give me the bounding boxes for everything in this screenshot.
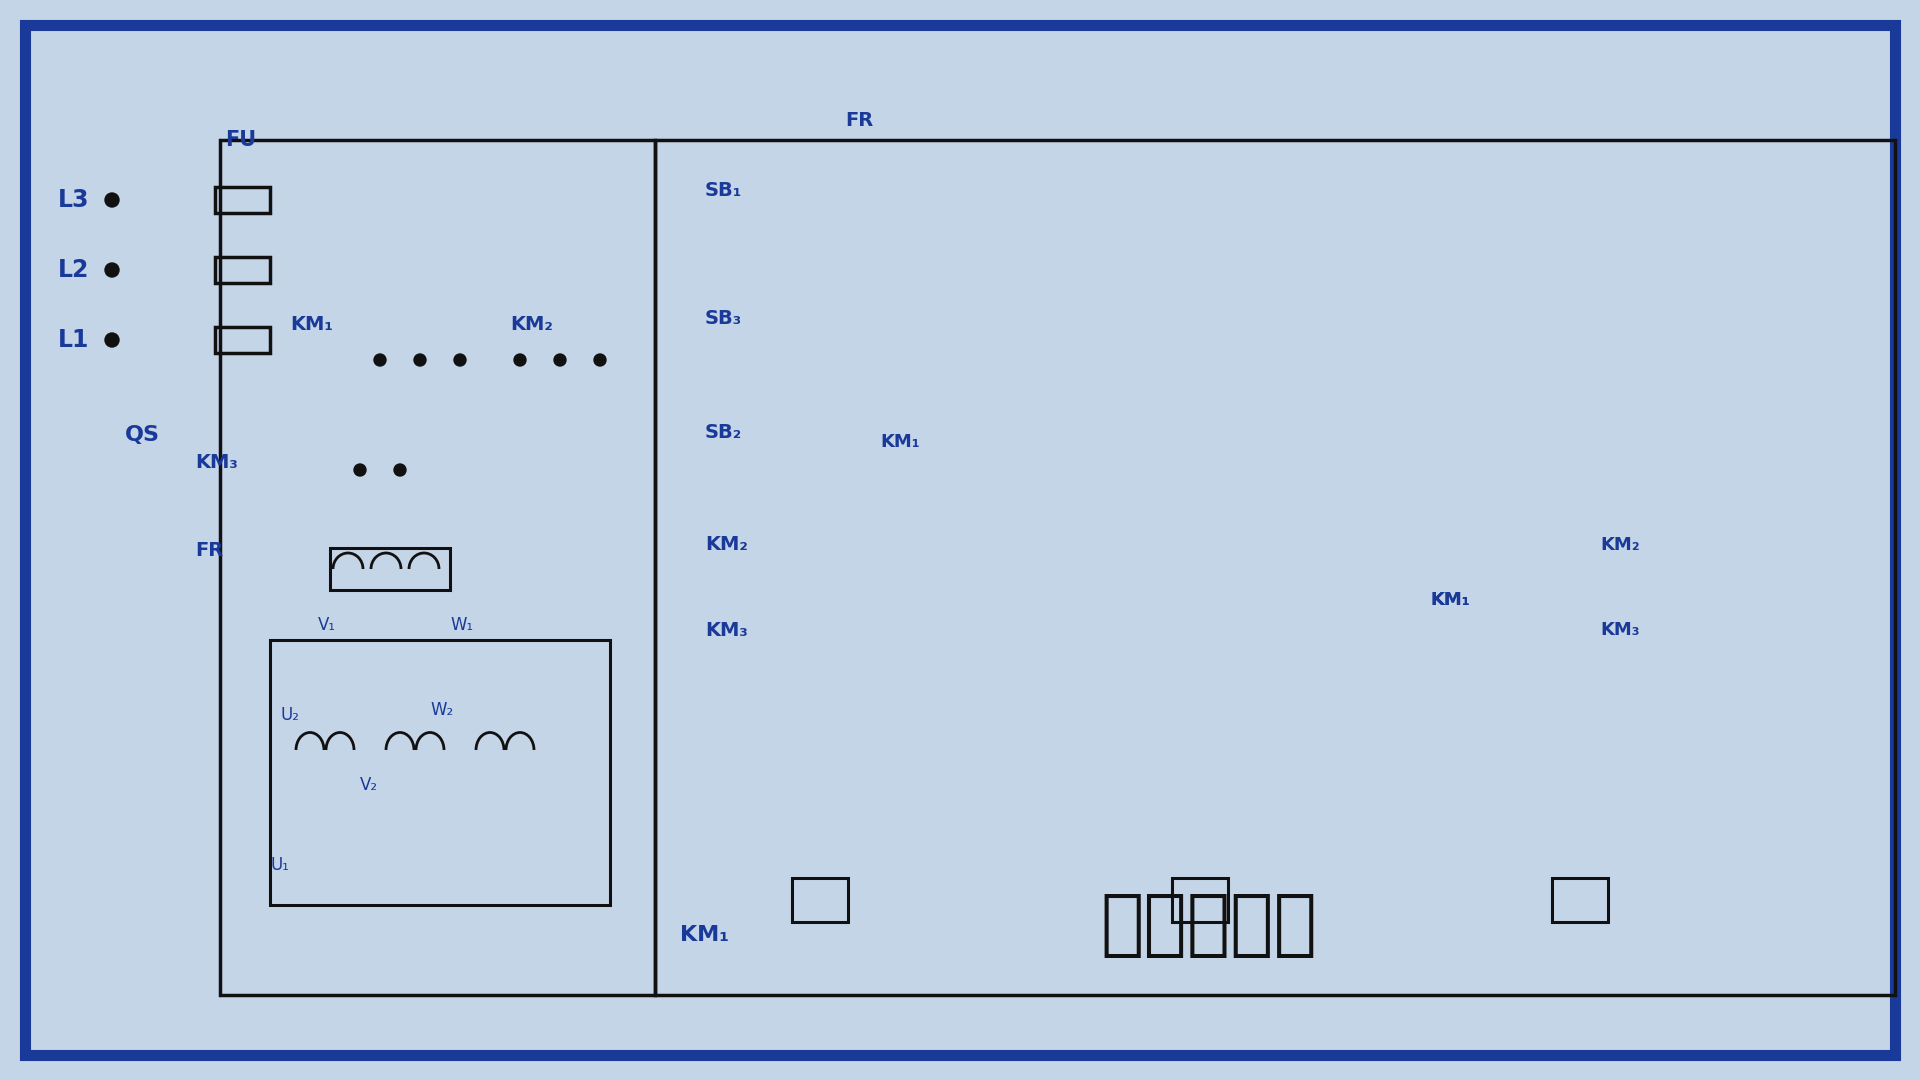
Circle shape (415, 354, 426, 366)
Text: KM₁: KM₁ (879, 433, 920, 451)
Text: KM₁: KM₁ (1430, 591, 1469, 609)
Circle shape (106, 193, 119, 207)
Bar (271, 640, 611, 905)
Bar (215, 187, 271, 213)
Circle shape (555, 354, 566, 366)
Text: W₁: W₁ (449, 616, 472, 634)
Text: SB₂: SB₂ (705, 422, 743, 442)
Text: KM₂: KM₂ (511, 315, 553, 335)
Text: FR: FR (196, 540, 223, 559)
Text: QS: QS (125, 426, 159, 445)
Text: L3: L3 (58, 188, 90, 212)
Text: KM₂: KM₂ (1599, 536, 1640, 554)
Text: KM₂: KM₂ (705, 536, 749, 554)
Text: KM₁: KM₁ (680, 924, 730, 945)
Bar (1171, 878, 1229, 922)
Text: KM₁: KM₁ (1430, 591, 1469, 609)
Bar (215, 257, 271, 283)
Circle shape (593, 354, 607, 366)
Text: V₁: V₁ (319, 616, 336, 634)
Circle shape (515, 354, 526, 366)
Circle shape (374, 354, 386, 366)
Text: SB₁: SB₁ (705, 180, 743, 200)
Text: KM₃: KM₃ (705, 621, 747, 639)
Circle shape (394, 464, 405, 476)
Text: FU: FU (225, 130, 255, 150)
Text: KM₃: KM₃ (1599, 621, 1640, 639)
Circle shape (106, 333, 119, 347)
Text: U₂: U₂ (280, 706, 300, 724)
Text: L1: L1 (58, 328, 90, 352)
Text: KM₃: KM₃ (196, 453, 238, 472)
Text: FR: FR (845, 110, 874, 130)
Text: 我是大吘哥: 我是大吘哥 (1100, 891, 1317, 959)
Bar (330, 548, 449, 590)
Text: U₁: U₁ (271, 856, 288, 874)
Bar (215, 327, 271, 353)
Circle shape (453, 354, 467, 366)
Bar (791, 878, 849, 922)
Circle shape (106, 264, 119, 276)
Bar (1551, 878, 1609, 922)
Bar (221, 140, 655, 995)
Text: L2: L2 (58, 258, 90, 282)
Text: W₂: W₂ (430, 701, 453, 719)
Text: SB₃: SB₃ (705, 309, 743, 327)
Circle shape (353, 464, 367, 476)
Text: V₂: V₂ (361, 777, 378, 794)
Bar (655, 140, 1895, 995)
Text: KM₁: KM₁ (290, 315, 332, 335)
